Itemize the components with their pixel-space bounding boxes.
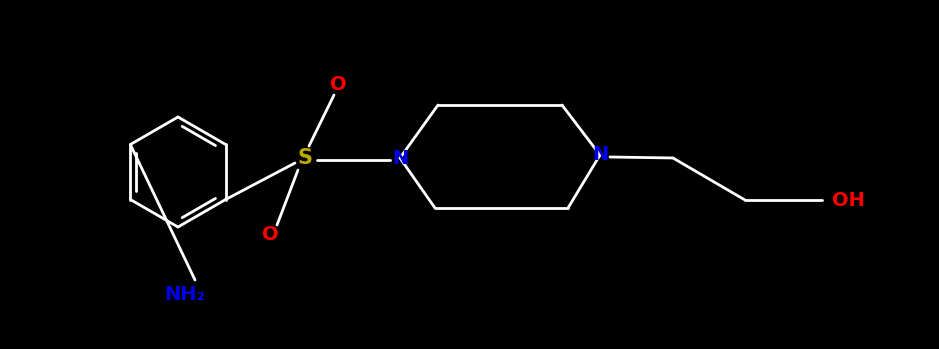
Text: NH₂: NH₂ [164, 285, 206, 304]
Text: S: S [298, 148, 313, 168]
Text: O: O [262, 225, 278, 245]
Text: O: O [330, 75, 346, 95]
Text: N: N [592, 146, 608, 164]
Text: N: N [392, 149, 408, 168]
Text: OH: OH [832, 191, 865, 209]
